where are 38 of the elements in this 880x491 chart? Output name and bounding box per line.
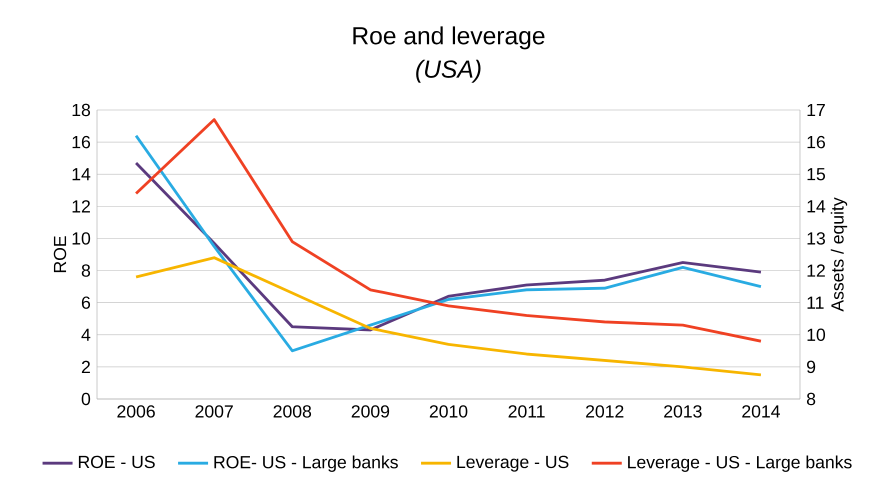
x-tick-label: 2010 (430, 405, 468, 418)
x-tick-label: 2012 (586, 405, 624, 418)
y-tick-label: 18 (72, 104, 90, 116)
y-tick-label: 14 (72, 168, 90, 180)
y-tick-label: 6 (82, 296, 90, 309)
x-tick-label: 2013 (664, 405, 702, 418)
y2-tick-label: 15 (808, 168, 826, 180)
legend-label: ROE- US - Large banks (214, 455, 398, 472)
y-tick-label: 12 (72, 200, 90, 212)
chart-title: Roe and leverage (353, 26, 544, 50)
legend-label: Leverage - US (457, 456, 568, 472)
line-series (134, 256, 762, 376)
y2-tick-label: 8 (806, 392, 816, 406)
y2-axis-title: Assets / equity (830, 197, 848, 312)
y2-tick-label: 13 (808, 232, 825, 245)
y-tick-label: 0 (82, 392, 90, 406)
y2-tick-label: 9 (807, 360, 816, 374)
x-tick-label: 2014 (742, 405, 780, 418)
y-tick-label: 10 (72, 232, 90, 245)
x-tick-label: 2009 (352, 405, 390, 418)
y-axis-title: ROE (54, 236, 66, 272)
y2-tick-label: 12 (808, 264, 825, 277)
y-tick-label: 8 (82, 264, 90, 277)
y-tick-label: 16 (72, 136, 90, 148)
y2-tick-label: 17 (808, 104, 825, 116)
y2-tick-label: 16 (808, 136, 825, 148)
x-tick-label: 2008 (274, 405, 312, 418)
x-tick-label: 2006 (117, 405, 155, 418)
y2-tick-label: 10 (808, 328, 826, 341)
y2-tick-label: 14 (808, 200, 826, 212)
chart-subtitle: (USA) (416, 60, 481, 83)
y-tick-label: 4 (81, 328, 90, 341)
legend-label: Leverage - US - Large banks (628, 455, 852, 472)
x-tick-label: 2007 (196, 405, 233, 418)
y2-tick-label: 11 (808, 296, 824, 309)
y-tick-label: 2 (82, 360, 90, 374)
legend-label: ROE - US (78, 456, 155, 468)
x-tick-label: 2011 (508, 405, 545, 418)
